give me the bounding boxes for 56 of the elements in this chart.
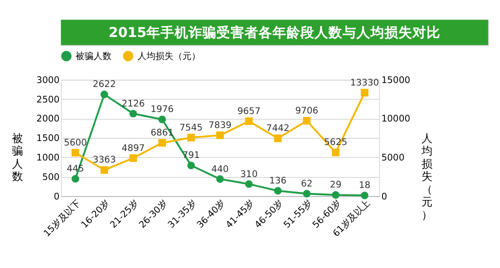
legend-label: 被骗人数 bbox=[75, 50, 112, 62]
data-label: 5600 bbox=[64, 138, 88, 148]
data-label: 62 bbox=[300, 179, 313, 190]
point bbox=[332, 148, 340, 156]
data-label: 2622 bbox=[92, 80, 116, 90]
point bbox=[100, 166, 108, 174]
point bbox=[245, 117, 253, 125]
data-label: 136 bbox=[269, 176, 287, 187]
point bbox=[302, 116, 311, 125]
chart-title: 2015年手机诈骗受害者各年龄段人数与人均损失对比 bbox=[108, 24, 441, 41]
point bbox=[245, 180, 253, 188]
point bbox=[158, 139, 166, 147]
data-label: 2126 bbox=[122, 99, 145, 110]
point bbox=[129, 154, 138, 162]
data-label: 7545 bbox=[180, 123, 203, 134]
data-label: 3363 bbox=[92, 156, 116, 166]
data-label: 1976 bbox=[150, 105, 174, 116]
point bbox=[216, 131, 224, 140]
data-label: 29 bbox=[330, 180, 342, 191]
data-label: 7839 bbox=[208, 121, 232, 132]
data-label: 440 bbox=[211, 164, 229, 175]
data-label: 9657 bbox=[237, 106, 260, 117]
point bbox=[100, 90, 108, 98]
y-tick-label: 1000 bbox=[36, 153, 60, 164]
point bbox=[274, 187, 282, 195]
y-tick-label: 2500 bbox=[36, 95, 60, 106]
y-tick-label: 0 bbox=[54, 192, 60, 202]
point bbox=[129, 110, 138, 118]
data-label: 13330 bbox=[350, 78, 380, 88]
data-label: 7442 bbox=[266, 124, 290, 134]
point bbox=[360, 192, 368, 200]
point bbox=[72, 175, 80, 183]
point bbox=[274, 134, 282, 142]
y2-tick-label: 10000 bbox=[381, 114, 410, 125]
y2-tick-label: 0 bbox=[381, 192, 388, 202]
point bbox=[187, 134, 195, 142]
point bbox=[158, 116, 166, 124]
point bbox=[187, 162, 195, 170]
data-label: 4897 bbox=[122, 144, 145, 154]
y2-tick-label: 5000 bbox=[381, 153, 405, 164]
point bbox=[302, 190, 311, 198]
y2-tick-label: 15000 bbox=[381, 76, 410, 86]
y-tick-label: 2000 bbox=[36, 114, 60, 125]
y2-axis-title: 人均损失（元） bbox=[420, 132, 432, 222]
y-tick-label: 500 bbox=[42, 172, 60, 183]
y-tick-label: 1500 bbox=[36, 134, 60, 144]
point bbox=[216, 175, 224, 183]
y-tick-label: 3000 bbox=[36, 76, 60, 86]
data-label: 18 bbox=[358, 181, 371, 192]
point bbox=[360, 88, 368, 96]
legend-label: 人均损失（元） bbox=[137, 50, 200, 62]
data-label: 9706 bbox=[295, 106, 319, 117]
y-axis-title: 被骗人数 bbox=[12, 132, 24, 184]
point bbox=[332, 191, 340, 199]
data-label: 310 bbox=[240, 170, 258, 180]
point bbox=[72, 148, 80, 156]
